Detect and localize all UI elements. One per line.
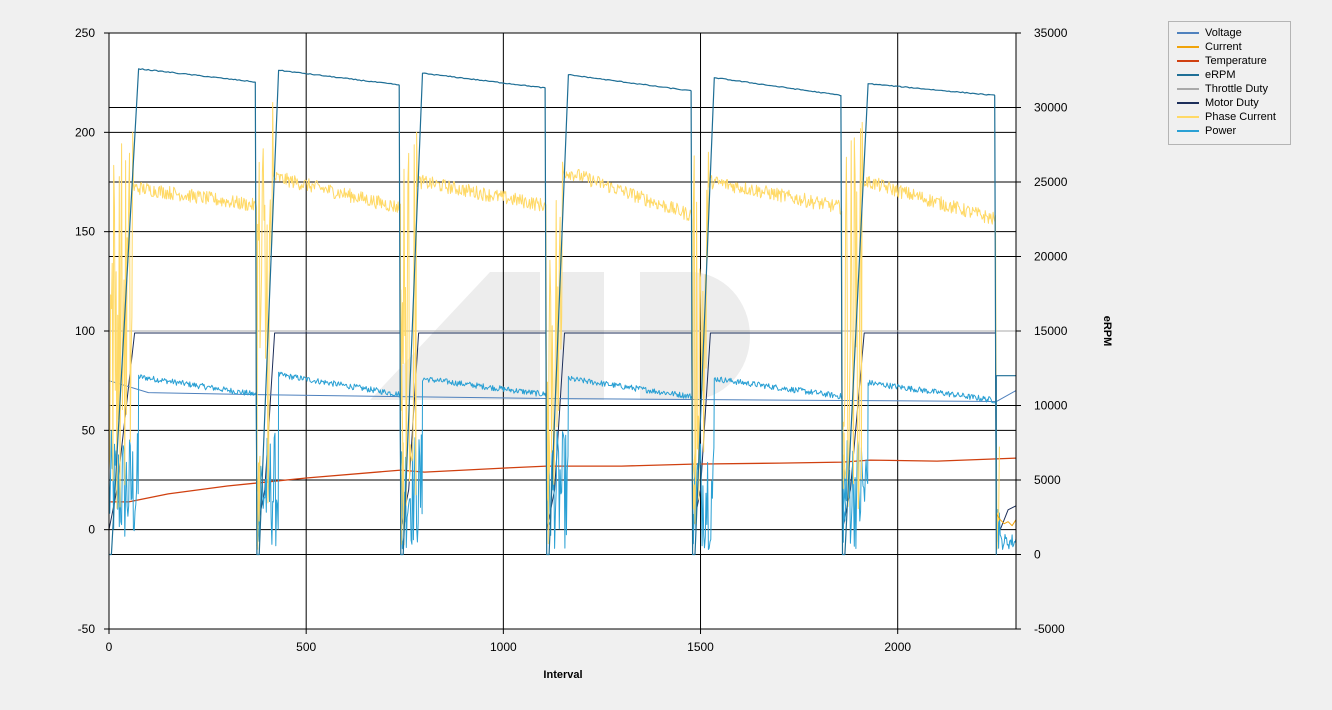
y-tick-label: 50 — [82, 423, 96, 437]
legend-label: Temperature — [1205, 55, 1267, 67]
legend-item: Current — [1177, 40, 1290, 54]
legend-label: Motor Duty — [1205, 97, 1259, 109]
legend-item: eRPM — [1177, 68, 1290, 82]
x-axis-title: Interval — [543, 669, 582, 681]
y2-tick-label: 5000 — [1034, 473, 1061, 487]
y2-tick-label: -5000 — [1034, 622, 1065, 636]
legend-item: Temperature — [1177, 54, 1290, 68]
series-line-phase-current — [108, 102, 1000, 550]
legend-item: Motor Duty — [1177, 96, 1290, 110]
legend-label: Phase Current — [1205, 111, 1276, 123]
y2-tick-label: 25000 — [1034, 175, 1068, 189]
x-tick-label: 2000 — [884, 640, 911, 654]
legend-swatch — [1177, 60, 1199, 62]
legend-swatch — [1177, 116, 1199, 118]
x-tick-label: 1000 — [490, 640, 517, 654]
watermark-logo — [370, 272, 750, 400]
legend-swatch — [1177, 46, 1199, 48]
y-tick-label: 150 — [75, 225, 95, 239]
series-line-current — [995, 513, 1017, 527]
legend-label: eRPM — [1205, 69, 1236, 81]
legend-item: Throttle Duty — [1177, 82, 1290, 96]
legend-swatch — [1177, 102, 1199, 104]
legend: Voltage Current Temperature eRPM Throttle Du… — [1168, 21, 1291, 145]
y2-tick-label: 15000 — [1034, 324, 1068, 338]
legend-swatch — [1177, 130, 1199, 132]
x-tick-label: 0 — [106, 640, 113, 654]
legend-item: Voltage — [1177, 26, 1290, 40]
legend-item: Power — [1177, 124, 1290, 138]
x-tick-label: 500 — [296, 640, 316, 654]
y2-tick-label: 20000 — [1034, 250, 1068, 264]
y-tick-label: -50 — [78, 622, 96, 636]
legend-label: Voltage — [1205, 27, 1242, 39]
legend-swatch — [1177, 74, 1199, 76]
y2-tick-label: 30000 — [1034, 101, 1068, 115]
y-tick-label: 100 — [75, 324, 95, 338]
y2-tick-label: 35000 — [1034, 26, 1068, 40]
legend-swatch — [1177, 32, 1199, 34]
y-tick-label: 200 — [75, 125, 95, 139]
series-line-erpm — [109, 68, 1016, 556]
legend-label: Current — [1205, 41, 1242, 53]
legend-item: Phase Current — [1177, 110, 1290, 124]
y2-axis-title: eRPM — [1101, 316, 1113, 347]
legend-label: Power — [1205, 125, 1237, 137]
legend-label: Throttle Duty — [1205, 83, 1268, 95]
legend-swatch — [1177, 88, 1199, 90]
y-tick-label: 250 — [75, 26, 95, 40]
series-line-temperature — [109, 457, 1017, 503]
y2-tick-label: 10000 — [1034, 399, 1068, 413]
x-tick-label: 1500 — [687, 640, 714, 654]
y-tick-label: 0 — [88, 523, 95, 537]
y2-tick-label: 0 — [1034, 548, 1041, 562]
